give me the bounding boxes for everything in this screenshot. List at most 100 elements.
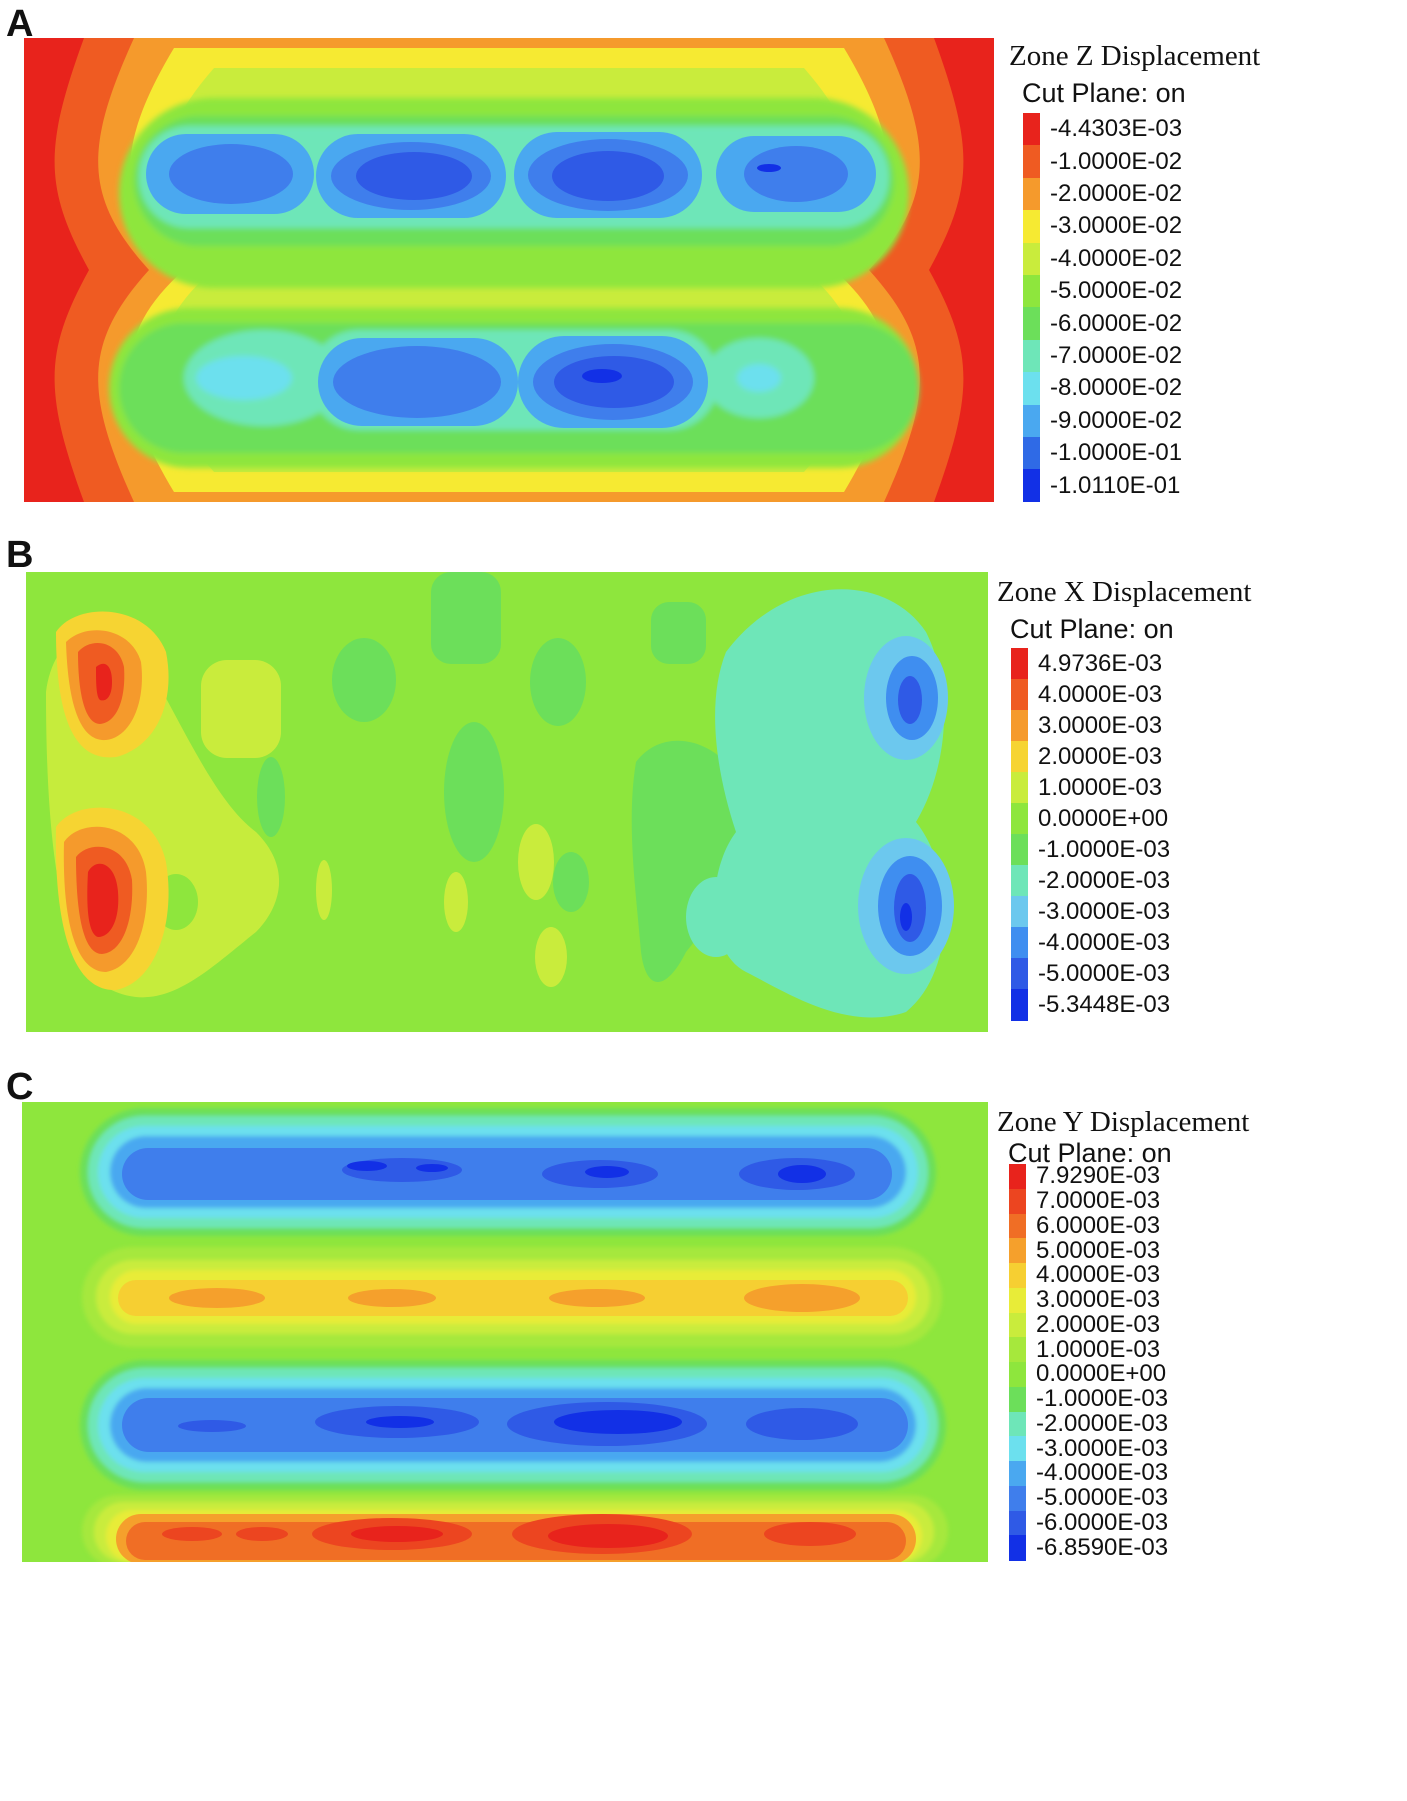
y-level-band (236, 1527, 288, 1541)
x-level-band (201, 660, 281, 758)
legend-swatch (1009, 1362, 1026, 1388)
legend-level-label: 2.0000E-03 (1038, 742, 1163, 770)
legend-item: -2.0000E-03 (1011, 865, 1331, 897)
legend-swatch (1009, 1485, 1026, 1511)
legend-level-label: 0.0000E+00 (1038, 804, 1169, 832)
legend-item: 6.0000E-03 (1009, 1211, 1329, 1239)
legend-level-label: -3.0000E-03 (1036, 1434, 1169, 1462)
legend-item: -6.0000E-02 (1023, 307, 1343, 341)
legend-swatch (1009, 1461, 1026, 1487)
legend-item: 5.0000E-03 (1009, 1238, 1329, 1264)
legend-item: 3.0000E-03 (1011, 710, 1331, 742)
legend-level-label: 1.0000E-03 (1038, 773, 1163, 801)
legend-item: -6.8590E-03 (1009, 1533, 1329, 1561)
legend-swatch (1023, 339, 1040, 373)
legend-item: -2.0000E-02 (1023, 177, 1343, 211)
z-level-band (757, 164, 781, 172)
legend-level-label: -2.0000E-02 (1050, 179, 1183, 207)
legend-swatch (1011, 679, 1028, 711)
y-level-band (366, 1416, 434, 1428)
z-level-band (552, 151, 664, 201)
legend-item: 1.0000E-03 (1011, 772, 1331, 804)
contour-svg-c (22, 1102, 988, 1562)
y-level-band (178, 1420, 246, 1432)
legend-swatch (1009, 1312, 1026, 1338)
legend-title-c: Zone Y Displacement (997, 1106, 1250, 1138)
legend-level-label: -5.0000E-03 (1038, 959, 1171, 987)
color-legend-a: -4.4303E-03 -1.0000E-02 -2.0000E-02 -3.0000… (1023, 113, 1343, 503)
z-level-band (582, 369, 622, 383)
legend-level-label: 0.0000E+00 (1036, 1360, 1167, 1388)
legend-level-label: -4.0000E-02 (1050, 244, 1183, 272)
legend-swatch (1023, 113, 1040, 146)
legend-item: -1.0000E-02 (1023, 145, 1343, 179)
legend-swatch (1023, 437, 1040, 470)
legend-level-label: -5.0000E-03 (1036, 1484, 1169, 1512)
legend-level-label: 1.0000E-03 (1036, 1335, 1161, 1363)
legend-level-label: -7.0000E-02 (1050, 341, 1183, 369)
legend-swatch (1011, 927, 1028, 959)
legend-swatch (1009, 1287, 1026, 1313)
legend-item: -9.0000E-02 (1023, 404, 1343, 438)
x-level-band (316, 860, 332, 920)
legend-item: -5.0000E-02 (1023, 275, 1343, 308)
legend-swatch (1023, 210, 1040, 244)
legend-level-label: -5.0000E-02 (1050, 277, 1183, 305)
legend-swatch (1023, 307, 1040, 341)
color-legend-b: 4.9736E-03 4.0000E-03 3.0000E-03 2.0000E-03… (1011, 648, 1331, 1028)
legend-title-b: Zone X Displacement (997, 576, 1252, 608)
y-level-band (554, 1410, 682, 1434)
legend-swatch (1009, 1386, 1026, 1412)
legend-swatch (1011, 834, 1028, 866)
legend-item: 2.0000E-03 (1011, 741, 1331, 773)
legend-level-label: 4.0000E-03 (1036, 1261, 1161, 1289)
legend-level-label: -1.0000E-03 (1036, 1385, 1169, 1413)
legend-swatch (1011, 865, 1028, 897)
legend-subtitle-a: Cut Plane: on (1022, 78, 1186, 108)
x-level-band (96, 663, 112, 701)
x-level-band (444, 872, 468, 932)
x-level-band (332, 638, 396, 722)
legend-item: -5.3448E-03 (1011, 989, 1331, 1021)
y-level-band (764, 1522, 856, 1546)
contour-svg-b (26, 572, 988, 1032)
legend-item: 0.0000E+00 (1009, 1360, 1329, 1388)
x-level-band (530, 638, 586, 726)
x-level-band (87, 863, 119, 937)
legend-level-label: -8.0000E-02 (1050, 374, 1183, 402)
legend-swatch (1011, 896, 1028, 928)
z-level-band (356, 152, 472, 200)
legend-level-label: -1.0000E-03 (1038, 835, 1171, 863)
y-level-band (549, 1289, 645, 1307)
legend-item: 1.0000E-03 (1009, 1335, 1329, 1363)
legend-level-label: 2.0000E-03 (1036, 1310, 1161, 1338)
legend-item: -3.0000E-03 (1011, 896, 1331, 928)
legend-level-label: 4.9736E-03 (1038, 649, 1163, 677)
legend-item: -1.0000E-01 (1023, 437, 1343, 470)
legend-swatch (1023, 145, 1040, 179)
legend-swatch (1023, 177, 1040, 211)
legend-swatch (1009, 1535, 1026, 1561)
legend-swatch (1011, 989, 1028, 1021)
legend-level-label: -4.0000E-03 (1036, 1459, 1169, 1487)
y-level-band (162, 1527, 222, 1541)
legend-item: 4.0000E-03 (1011, 679, 1331, 711)
z-level-band (169, 144, 293, 204)
legend-level-label: -6.8590E-03 (1036, 1533, 1169, 1561)
contour-plot-c (22, 1102, 988, 1562)
x-level-band (444, 722, 504, 862)
legend-item: 4.0000E-03 (1009, 1261, 1329, 1289)
y-level-band (746, 1408, 858, 1440)
z-level-band (333, 346, 501, 418)
legend-item: 3.0000E-03 (1009, 1288, 1329, 1313)
legend-item: 7.0000E-03 (1009, 1189, 1329, 1214)
x-level-band (431, 572, 501, 664)
legend-level-label: -3.0000E-03 (1038, 897, 1171, 925)
legend-title-a: Zone Z Displacement (1009, 40, 1261, 72)
legend-level-label: 6.0000E-03 (1036, 1211, 1161, 1239)
legend-item: -4.0000E-03 (1009, 1459, 1329, 1487)
legend-swatch (1011, 741, 1028, 773)
legend-swatch (1009, 1213, 1026, 1239)
legend-item: -6.0000E-03 (1009, 1510, 1329, 1536)
legend-swatch (1023, 275, 1040, 308)
